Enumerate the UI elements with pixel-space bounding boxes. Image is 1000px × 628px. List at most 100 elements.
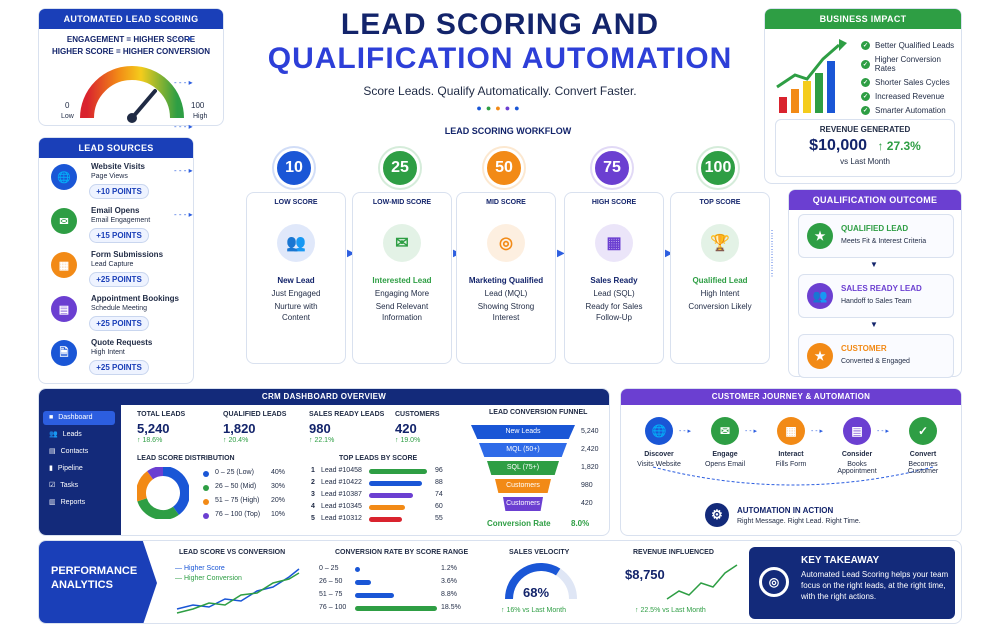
stage-score: 75 [603,159,621,176]
donut-slice [137,471,154,502]
range-label: 51 – 75 [319,591,343,598]
qualification-item: 👥 SALES READY LEAD Handoff to Sales Team [798,274,954,318]
range-bar [355,606,437,611]
performance-label-2: ANALYTICS [51,579,113,591]
stage-line1: Lead (MQL) [484,289,528,298]
crm-nav-item[interactable]: ☑ Tasks [43,479,115,493]
kpi-change: ↑ 19.0% [395,437,421,444]
stage-name: Marketing Qualified [468,276,544,285]
top-lead-score: 88 [435,479,443,486]
top-lead-rank: 5 [311,515,315,522]
source-arrow-icon: - - - ▸ [174,78,193,87]
rev-change: ↑ 22.5% vs Last Month [635,607,706,614]
gauge-max: 100 [191,101,205,110]
journey-step-icon: ✉ [711,417,739,445]
stage-line1: Lead (SQL) [593,289,635,298]
gauge-min-label: Low [61,113,74,120]
performance-label-1: PERFORMANCE [51,565,138,577]
top-lead-id: Lead #10312 [321,515,362,522]
rev-value: $8,750 [625,567,665,582]
journey-step-title: Engage [712,451,738,458]
dist-dot [203,471,209,477]
funnel-stage: Customers [495,479,551,493]
automation-sub: Right Message. Right Lead. Right Time. [737,518,861,525]
target-icon: ◎ [759,567,789,597]
qualification-item: ★ QUALIFIED LEAD Meets Fit & Interest Crit… [798,214,954,258]
funnel-value: 5,240 [581,428,599,435]
source-icon: 🌐 [51,164,77,190]
outcome-title: QUALIFIED LEAD [841,224,909,233]
workflow-arrow-icon: ▶ [665,248,673,259]
stage-line1: Engaging More [374,289,430,298]
funnel-label: MQL (50+) [506,446,540,453]
crm-nav-item[interactable]: 👥 Leads [43,428,115,442]
outcome-icon: ★ [807,223,833,249]
source-icon: ▦ [51,252,77,278]
crm-nav-item[interactable]: ■ Dashboard [43,411,115,425]
check-icon: ✓ [861,78,870,87]
kpi-change: ↑ 20.4% [223,437,249,444]
stage-icon: 🏆 [701,224,739,262]
lead-sources-header: LEAD SOURCES [39,138,193,158]
check-icon: ✓ [861,92,870,101]
gauge-max-label: High [193,113,208,120]
source-name: Form Submissions [91,250,164,259]
source-icon: 🗎 [51,340,77,366]
key-title: KEY TAKEAWAY [801,555,880,566]
funnel-stage: New Leads [471,425,575,439]
velocity-title: SALES VELOCITY [509,549,570,556]
nav-icon: ▥ [49,499,56,506]
revenue-label: REVENUE GENERATED [819,125,911,134]
crm-nav-item[interactable]: ▮ Pipeline [43,462,115,476]
kpi-value: 1,820 [223,421,256,436]
source-sub: Page Views [91,173,128,180]
journey-step-icon: ▦ [777,417,805,445]
auto-scoring-card: AUTOMATED LEAD SCORING ENGAGEMENT = HIGH… [38,8,224,126]
kpi-label: SALES READY LEADS [309,411,385,418]
funnel-label: SQL (75+) [506,464,540,471]
source-name: Quote Requests [91,338,153,347]
workflow-arrow-icon: ▶ [557,248,565,259]
top-lead-score: 55 [435,515,443,522]
source-icon: ▤ [51,296,77,322]
stage-line2: Showing Strong [477,302,535,311]
source-name: Email Opens [91,206,140,215]
kpi-change: ↑ 18.6% [137,437,163,444]
outcome-title: SALES READY LEAD [841,284,922,293]
outcome-sub: Meets Fit & Interest Criteria [841,238,927,245]
score-distribution-donut [137,467,189,519]
performance-card: PERFORMANCE ANALYTICS LEAD SCORE VS CONV… [38,540,962,624]
workflow-arrow-icon: ▶ [347,248,355,259]
source-sub: Schedule Meeting [91,305,148,312]
stage-line3: Follow-Up [595,313,632,322]
journey-arrow-icon: - - ▸ [679,428,692,435]
check-icon: ✓ [861,41,870,50]
journey-step-title: Interact [778,451,804,458]
nav-icon: ■ [49,414,54,421]
funnel-stage: MQL (50+) [479,443,567,457]
journey-step-title: Consider [841,451,873,458]
top-lead-score: 60 [435,503,443,510]
journey-step-title: Convert [909,451,937,458]
kpi-label: TOTAL LEADS [137,411,186,418]
impact-text: Increased Revenue [875,92,945,101]
crm-nav-item[interactable]: ▤ Contacts [43,445,115,459]
velocity-change: ↑ 16% vs Last Month [501,607,566,614]
crsr-title: CONVERSION RATE BY SCORE RANGE [335,549,469,556]
revenue-change: ↑ 27.3% [877,139,921,153]
source-name: Appointment Bookings [91,294,179,303]
stage-line1: Just Engaged [271,289,321,298]
stage-label: LOW-MID SCORE [372,199,432,206]
outcome-icon: 👥 [807,283,833,309]
range-label: 26 – 50 [319,578,343,585]
outcome-sub: Handoff to Sales Team [841,298,912,305]
stage-line3: Content [281,313,311,322]
dist-dot [203,499,209,505]
stage-score-badge: 25 [380,148,420,188]
top-lead-bar [369,517,402,522]
impact-item: ✓ Smarter Automation [861,106,961,115]
crm-nav-item[interactable]: ▥ Reports [43,496,115,510]
dist-pct: 30% [271,483,286,490]
subtitle: Score Leads. Qualify Automatically. Conv… [363,84,637,98]
source-icon: ✉ [51,208,77,234]
